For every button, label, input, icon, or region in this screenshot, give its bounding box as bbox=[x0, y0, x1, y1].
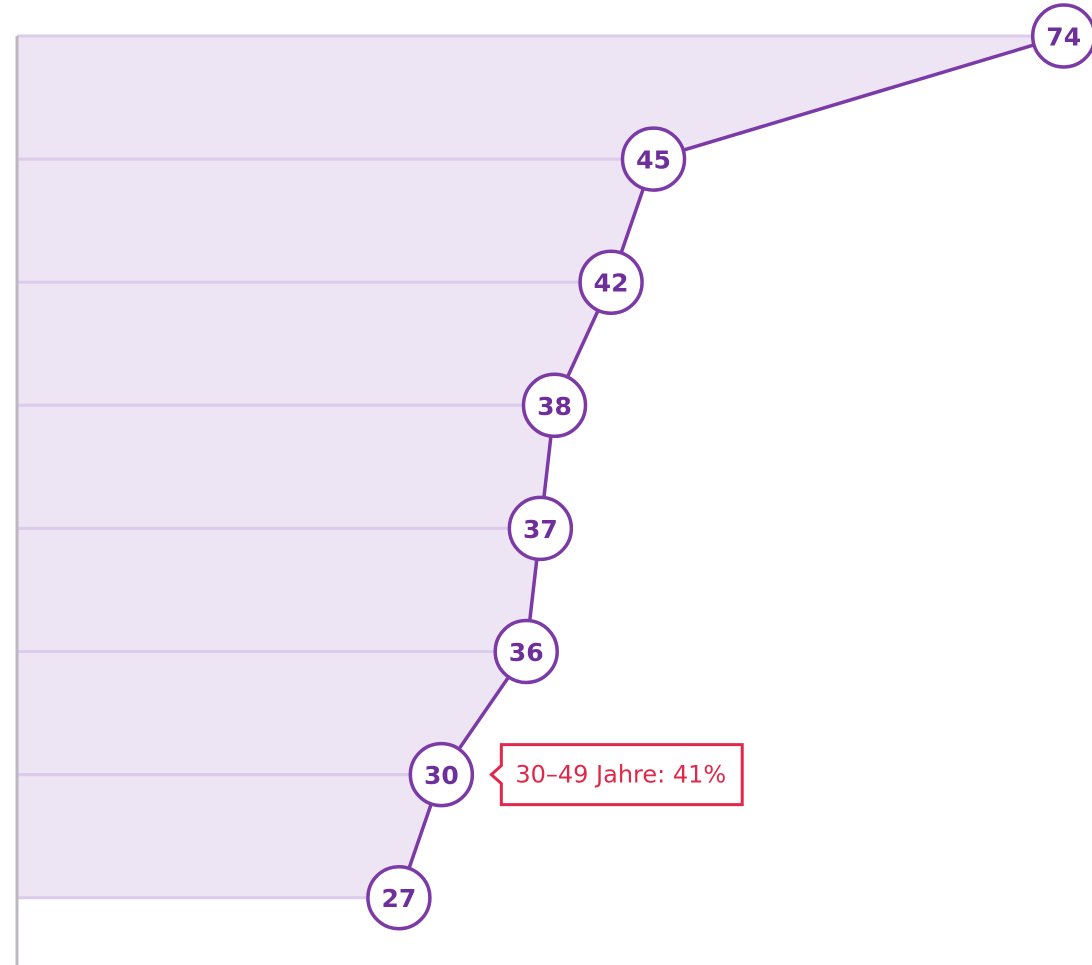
point bbox=[507, 495, 574, 562]
annotation: 30–49 Jahre: 41% bbox=[489, 743, 744, 807]
data-label: 38 bbox=[537, 392, 572, 421]
plot-area bbox=[17, 34, 1064, 900]
point bbox=[366, 864, 432, 931]
data-label: 42 bbox=[594, 269, 629, 298]
annotation-text: 30–49 Jahre: 41% bbox=[515, 761, 726, 789]
point bbox=[521, 372, 588, 439]
point bbox=[578, 249, 644, 315]
area bbox=[17, 36, 1064, 898]
data-label: 37 bbox=[523, 515, 558, 544]
data-label: 45 bbox=[636, 146, 671, 175]
point bbox=[493, 618, 559, 685]
annotation-box bbox=[489, 743, 744, 807]
marks: 74 45 42 38 37 36 30 27 30–49 Jahre: 41% bbox=[366, 3, 1092, 931]
point bbox=[620, 126, 687, 192]
point bbox=[1030, 3, 1092, 69]
data-label: 74 bbox=[1046, 23, 1081, 52]
data-label: 30 bbox=[424, 761, 459, 790]
point bbox=[408, 741, 475, 808]
data-label: 27 bbox=[382, 884, 417, 913]
data-label: 36 bbox=[509, 638, 544, 667]
